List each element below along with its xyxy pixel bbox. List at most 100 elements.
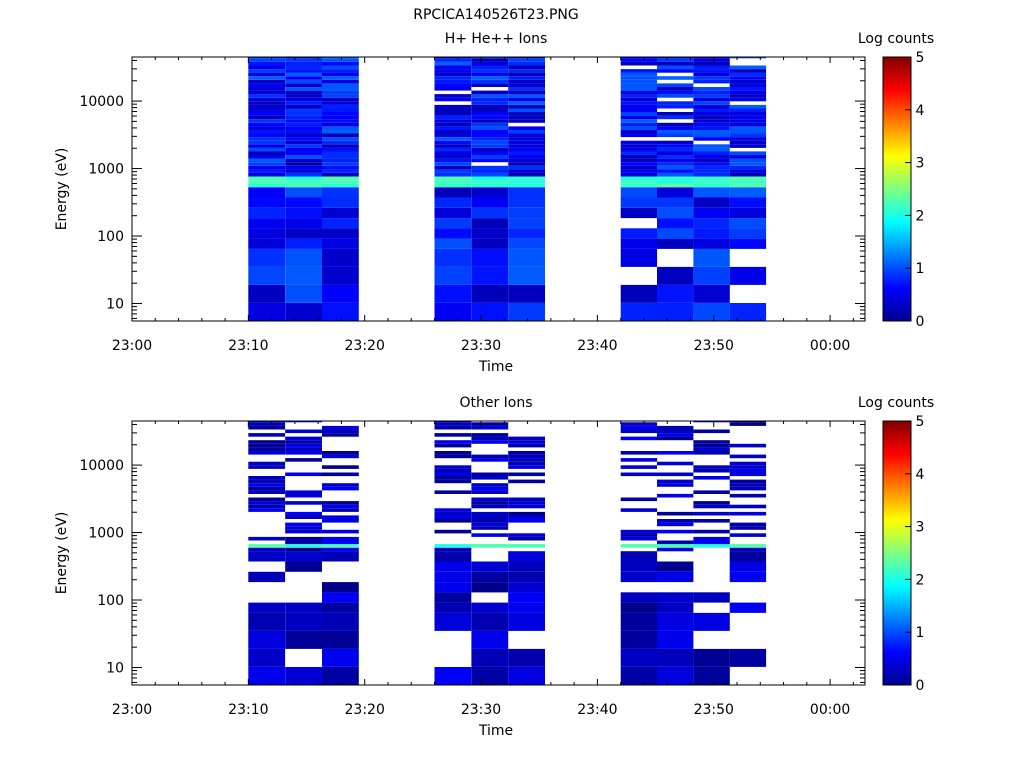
heatmap-cell — [285, 137, 322, 141]
heatmap-cell — [693, 248, 730, 267]
heatmap-cell — [729, 104, 767, 109]
heatmap-cell — [657, 284, 694, 303]
heatmap-cell — [657, 126, 694, 130]
heatmap-cell — [471, 561, 509, 572]
heatmap-cell — [471, 515, 509, 519]
heatmap-cell — [471, 303, 509, 321]
heatmap-cell — [285, 602, 322, 613]
heatmap-cell — [693, 544, 730, 548]
heatmap-cell — [620, 667, 658, 685]
heatmap-cell — [248, 129, 286, 134]
y-tick-label: 10000 — [79, 94, 124, 110]
heatmap-cell — [620, 197, 658, 208]
heatmap-cell — [322, 648, 359, 667]
heatmap-cell — [434, 172, 472, 177]
heatmap-cell — [657, 169, 694, 173]
heatmap-cell — [322, 101, 359, 105]
heatmap-cell — [248, 266, 286, 285]
heatmap-cell — [285, 83, 322, 87]
heatmap-cell — [285, 612, 322, 631]
heatmap-cell — [657, 122, 694, 127]
heatmap-cell — [285, 180, 322, 184]
heatmap-cell — [285, 421, 322, 423]
heatmap-cell — [248, 422, 286, 426]
heatmap-cell — [248, 476, 286, 480]
heatmap-cell — [285, 228, 322, 239]
heatmap-cell — [508, 458, 545, 462]
heatmap-cell — [657, 540, 694, 545]
heatmap-cell — [508, 436, 545, 441]
heatmap-cell — [620, 94, 658, 98]
heatmap-cell — [322, 115, 359, 120]
heatmap-cell — [657, 472, 694, 477]
heatmap-cell — [729, 65, 767, 70]
heatmap-cell — [657, 112, 694, 116]
heatmap-cell — [434, 465, 472, 469]
heatmap-cell — [285, 76, 322, 80]
heatmap-cell — [248, 547, 286, 552]
heatmap-cell — [434, 490, 472, 494]
heatmap-cell — [657, 147, 694, 152]
heatmap-cell — [471, 126, 509, 130]
heatmap-cell — [729, 218, 767, 229]
colorbar-tick-label: 5 — [916, 50, 925, 66]
colorbar-tick-label: 5 — [916, 414, 925, 430]
heatmap-cell — [285, 561, 322, 572]
heatmap-cell — [657, 187, 694, 198]
heatmap-cell — [248, 172, 286, 177]
heatmap-cell — [248, 497, 286, 502]
x-tick-label: 23:10 — [228, 702, 268, 718]
heatmap-cell — [322, 172, 359, 177]
heatmap-cell — [471, 137, 509, 141]
heatmap-cell — [434, 667, 472, 685]
heatmap-cell — [248, 155, 286, 159]
heatmap-cell — [471, 266, 509, 285]
heatmap-cell — [248, 180, 286, 184]
heatmap-cell — [248, 443, 286, 448]
heatmap-cell — [248, 228, 286, 239]
heatmap-cell — [657, 115, 694, 120]
heatmap-cell — [285, 158, 322, 163]
heatmap-cell — [693, 133, 730, 138]
heatmap-cell — [693, 90, 730, 95]
heatmap-cell — [508, 667, 545, 685]
heatmap-cell — [434, 425, 472, 430]
heatmap-cell — [322, 429, 359, 434]
heatmap-cell — [322, 76, 359, 80]
heatmap-cell — [248, 197, 286, 208]
heatmap-cell — [434, 454, 472, 459]
heatmap-cell — [620, 172, 658, 177]
heatmap-cell — [657, 197, 694, 208]
heatmap-cell — [434, 104, 472, 109]
heatmap-cell — [285, 284, 322, 303]
heatmap-cell — [508, 197, 545, 208]
heatmap-cell — [434, 94, 472, 98]
heatmap-cell — [322, 90, 359, 95]
heatmap-cell — [508, 133, 545, 138]
heatmap-cell — [620, 544, 658, 548]
heatmap-cell — [248, 486, 286, 491]
heatmap-cell — [657, 61, 694, 66]
heatmap-cell — [248, 551, 286, 562]
heatmap-cell — [657, 155, 694, 159]
heatmap-cell — [322, 119, 359, 123]
heatmap-cell — [322, 165, 359, 170]
heatmap-cell — [657, 104, 694, 109]
heatmap-cell — [285, 90, 322, 95]
colorbar-tick-label: 4 — [916, 103, 925, 119]
heatmap-cell — [729, 108, 767, 113]
heatmap-cell — [620, 429, 658, 434]
heatmap-cell — [729, 180, 767, 184]
heatmap-cell — [471, 284, 509, 303]
heatmap-cell — [248, 137, 286, 141]
heatmap-cell — [508, 65, 545, 70]
heatmap-cell — [248, 433, 286, 437]
heatmap-cell — [248, 61, 286, 66]
heatmap-cell — [729, 151, 767, 155]
heatmap-cell — [620, 303, 658, 321]
heatmap-cell — [434, 551, 472, 562]
heatmap-cell — [434, 468, 472, 473]
heatmap-cell — [285, 218, 322, 229]
colorbar-tick-label: 3 — [916, 520, 925, 536]
heatmap-cell — [322, 57, 359, 59]
